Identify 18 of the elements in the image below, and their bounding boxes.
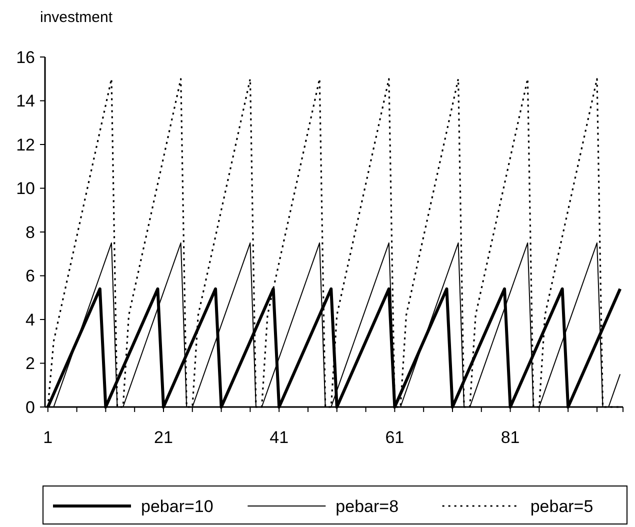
y-tick-label: 16 <box>16 48 35 67</box>
x-tick-label: 1 <box>43 428 53 447</box>
x-tick-label: 41 <box>270 428 289 447</box>
x-tick-label: 61 <box>385 428 404 447</box>
y-axis-title: investment <box>40 9 114 26</box>
y-tick-label: 14 <box>16 92 35 111</box>
y-tick-label: 6 <box>26 266 35 286</box>
x-tick-label: 21 <box>154 428 173 447</box>
legend-label: pebar=8 <box>336 496 399 516</box>
y-tick-label: 12 <box>16 135 35 154</box>
x-tick-label: 81 <box>500 428 520 447</box>
legend-label: pebar=5 <box>530 496 594 516</box>
y-tick-label: 2 <box>26 354 35 374</box>
y-tick-label: 8 <box>26 222 35 242</box>
legend-label: pebar=10 <box>141 496 214 516</box>
y-tick-label: 10 <box>16 179 35 198</box>
y-tick-label: 0 <box>26 398 35 417</box>
y-tick-label: 4 <box>26 310 35 330</box>
